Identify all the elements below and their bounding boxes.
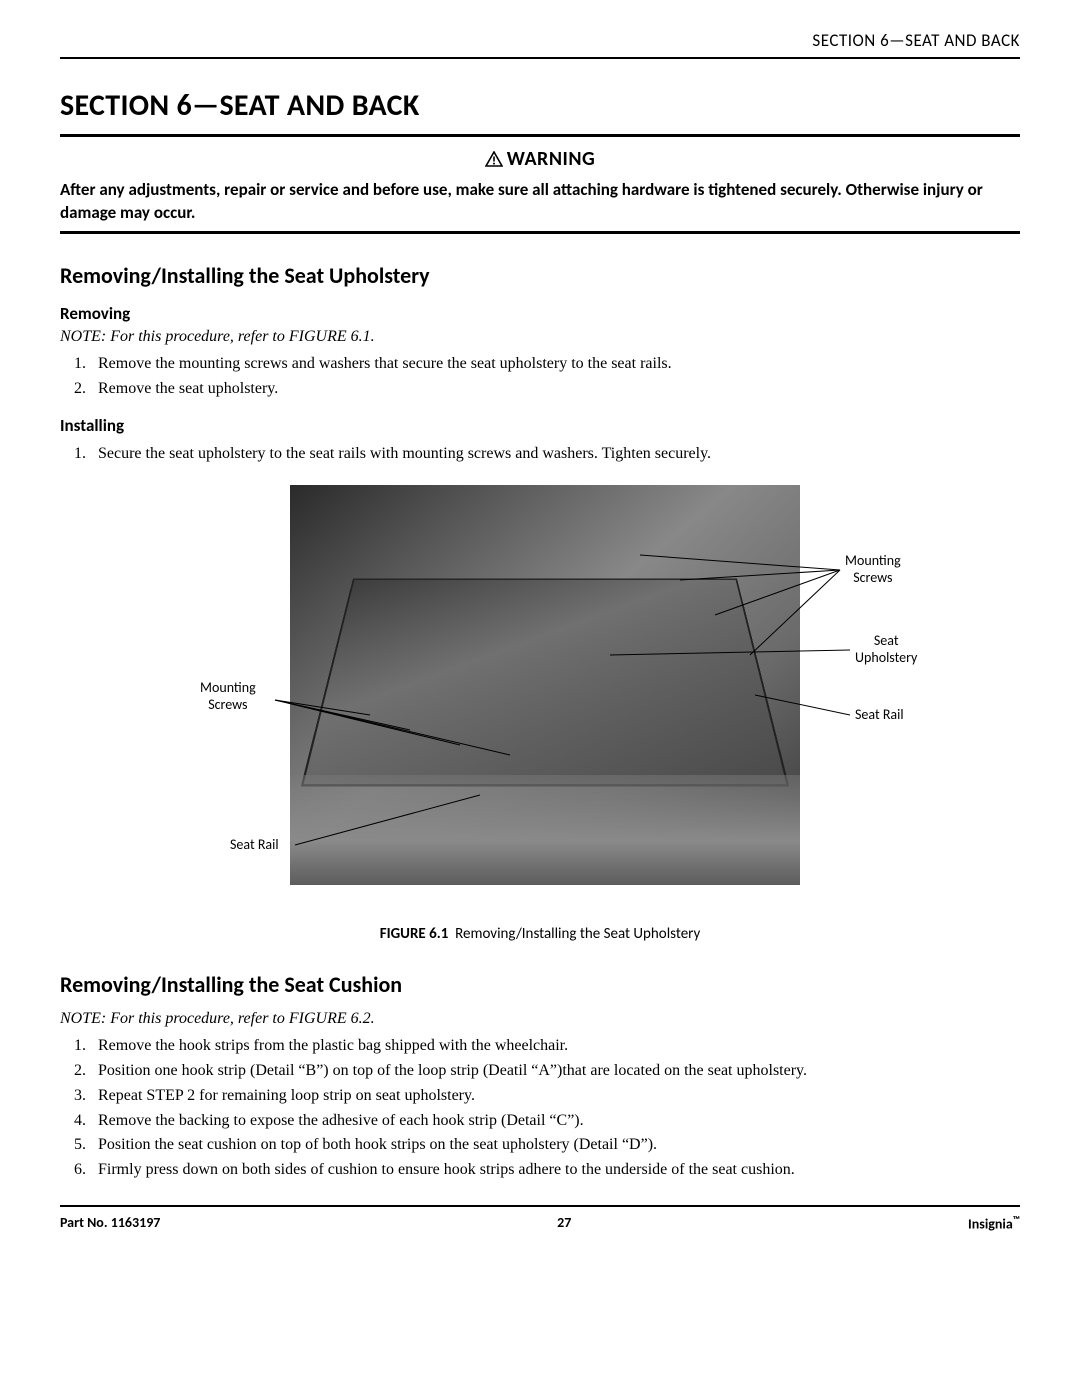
figure-6-1: Mounting Screws Seat Rail Mounting Screw… [160,485,920,915]
step-item: Repeat STEP 2 for remaining loop strip o… [90,1084,1020,1109]
running-header: SECTION 6—SEAT AND BACK [60,30,1020,59]
figure-caption-text: Removing/Installing the Seat Upholstery [455,925,700,943]
heading-installing: Installing [60,415,1020,436]
steps-removing: Remove the mounting screws and washers t… [60,352,1020,402]
step-item: Secure the seat upholstery to the seat r… [90,442,1020,467]
steps-cushion: Remove the hook strips from the plastic … [60,1034,1020,1183]
heading-removing: Removing [60,303,1020,324]
callout-mounting-screws-left: Mounting Screws [200,680,256,714]
note-removing: NOTE: For this procedure, refer to FIGUR… [60,328,1020,346]
step-item: Remove the mounting screws and washers t… [90,352,1020,377]
warning-block: WARNING After any adjustments, repair or… [60,137,1020,231]
callout-seat-rail-right: Seat Rail [855,707,904,724]
step-item: Position one hook strip (Detail “B”) on … [90,1059,1020,1084]
warning-heading: WARNING [60,147,1020,171]
page-footer: Part No. 1163197 27 Insignia™ [60,1205,1020,1233]
callout-mounting-screws-right: Mounting Screws [845,553,901,587]
rule-after-warning [60,231,1020,234]
step-item: Remove the hook strips from the plastic … [90,1034,1020,1059]
heading-cushion: Removing/Installing the Seat Cushion [60,971,1020,998]
figure-number: FIGURE 6.1 [380,925,449,943]
steps-installing: Secure the seat upholstery to the seat r… [60,442,1020,467]
step-item: Remove the backing to expose the adhesiv… [90,1109,1020,1134]
warning-text: After any adjustments, repair or service… [60,179,1020,225]
step-item: Position the seat cushion on top of both… [90,1133,1020,1158]
step-item: Firmly press down on both sides of cushi… [90,1158,1020,1183]
footer-part-no: Part No. 1163197 [60,1214,160,1231]
callout-seat-upholstery: Seat Upholstery [855,633,917,667]
section-title: SECTION 6—SEAT AND BACK [60,87,1020,134]
warning-triangle-icon [485,151,503,167]
heading-upholstery: Removing/Installing the Seat Upholstery [60,262,1020,289]
callout-seat-rail-left: Seat Rail [230,837,279,854]
warning-label: WARNING [507,147,596,171]
footer-brand: Insignia™ [968,1213,1020,1233]
note-cushion: NOTE: For this procedure, refer to FIGUR… [60,1010,1020,1028]
step-item: Remove the seat upholstery. [90,377,1020,402]
footer-page-number: 27 [557,1214,571,1231]
figure-caption: FIGURE 6.1 Removing/Installing the Seat … [60,925,1020,943]
figure-photo-placeholder [290,485,800,885]
